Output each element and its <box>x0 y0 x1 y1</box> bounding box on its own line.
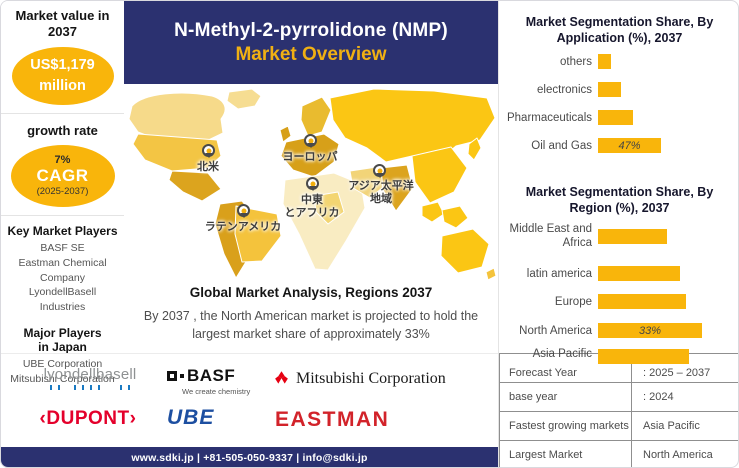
contact-footer: www.sdki.jp | +81-505-050-9337 | info@sd… <box>1 447 498 467</box>
charts-panel: Market Segmentation Share, By Applicatio… <box>498 1 738 467</box>
bar-label: Pharmaceuticals <box>506 112 592 124</box>
bar-north-america: 33% <box>598 323 702 338</box>
basf-tagline: We create chemistry <box>182 387 251 396</box>
world-map-panel: 北米 ヨーロッパ 中東 とアフリカ アジア太平洋 地域 ラテンアメリカ <box>124 84 498 284</box>
application-chart-title: Market Segmentation Share, By Applicatio… <box>525 15 714 46</box>
global-analysis-section: Global Market Analysis, Regions 2037 By … <box>124 285 498 343</box>
location-pin-icon <box>304 134 317 147</box>
contact-info[interactable]: www.sdki.jp | +81-505-050-9337 | info@sd… <box>131 451 368 464</box>
basf-square-icon <box>167 371 177 381</box>
market-value-amount: US$1,179 <box>30 57 95 74</box>
region-label-mea: 中東 とアフリカ <box>284 194 340 219</box>
bar-middle-east-africa <box>598 229 667 244</box>
company-logos-section: lyondellbasell BASF We create chemistry <box>1 353 498 448</box>
key-players-heading: Key Market Players <box>7 223 118 238</box>
bar-label: North America <box>519 325 592 337</box>
eastman-logo: EASTMAN <box>275 408 390 431</box>
analysis-description: By 2037 , the North American market is p… <box>143 309 479 342</box>
region-chart-title: Market Segmentation Share, By Region (%)… <box>525 185 714 216</box>
ube-logo: UBE <box>167 406 215 429</box>
region-label-europe: ヨーロッパ <box>282 151 338 163</box>
analysis-caption: Global Market Analysis, Regions 2037 <box>189 285 433 300</box>
cagr-badge: 7% CAGR (2025-2037) <box>10 144 115 207</box>
market-value-badge: US$1,179 million <box>11 46 114 105</box>
cagr-percent: 7% <box>54 154 71 167</box>
bar-latin-america <box>598 266 680 281</box>
facts-row-label: Fastest growing markets <box>500 412 632 440</box>
japan-player-item: Mitsubishi Corporation <box>10 373 115 386</box>
bar-others <box>598 54 611 69</box>
divider <box>1 112 124 114</box>
japan-players-heading: Major Players in Japan <box>23 325 102 354</box>
bar-label: Asia Pacific <box>532 348 592 360</box>
facts-row-value: North America <box>643 448 713 461</box>
dupont-logo: ‹DUPONT› <box>39 408 137 429</box>
title-band: N-Methyl-2-pyrrolidone (NMP) Market Over… <box>124 1 498 84</box>
facts-row-label: Largest Market <box>500 441 632 467</box>
bar-oil-and-gas: 47% <box>598 138 661 153</box>
location-pin-icon <box>373 164 386 177</box>
facts-row-value: Asia Pacific <box>643 420 700 432</box>
location-pin-icon <box>306 177 319 190</box>
basf-dot-icon <box>180 374 184 378</box>
facts-row-label: Forecast Year <box>500 354 632 382</box>
location-pin-icon <box>202 144 215 157</box>
lyondellbasell-logo-icon <box>31 385 149 390</box>
world-map <box>128 88 497 281</box>
sidebar-key-facts: Market value in 2037 US$1,179 million gr… <box>1 1 124 385</box>
mitsubishi-logo: Mitsubishi Corporation <box>273 370 446 388</box>
divider <box>1 214 124 216</box>
lyondellbasell-logo: lyondellbasell <box>31 366 149 390</box>
facts-row-label: base year <box>500 383 632 411</box>
bar-label: Europe <box>554 296 592 308</box>
bar-label: Oil and Gas <box>531 140 592 152</box>
cagr-period: (2025-2037) <box>36 186 89 198</box>
key-player-item: BASF SE <box>40 242 85 255</box>
key-player-item: Eastman Chemical Company <box>18 256 107 284</box>
basf-logo: BASF We create chemistry <box>167 366 250 396</box>
japan-player-item: UBE Corporation <box>22 358 103 371</box>
region-label-asia-pacific: アジア太平洋 地域 <box>348 180 414 205</box>
bar-pharmaceuticals <box>598 110 633 125</box>
bar-value-label: 47% <box>618 139 641 152</box>
bar-value-label: 33% <box>638 324 662 337</box>
mitsubishi-diamonds-icon <box>275 371 288 384</box>
bar-label: electronics <box>537 84 592 96</box>
market-value-unit: million <box>39 77 86 94</box>
market-value-heading: Market value in 2037 <box>15 8 110 40</box>
facts-row-value: : 2025 – 2037 <box>643 367 711 379</box>
region-label-latin-america: ラテンアメリカ <box>204 221 282 233</box>
location-pin-icon <box>237 204 250 217</box>
lyondellbasell-logo-text: lyondellbasell <box>43 366 137 383</box>
key-player-item: LyondellBasell Industries <box>28 286 97 313</box>
bar-asia-pacific <box>598 349 689 364</box>
bar-europe <box>598 294 686 309</box>
bar-label: others <box>560 56 592 68</box>
facts-row-value: : 2024 <box>643 391 674 403</box>
page-subtitle: Market Overview <box>235 43 387 65</box>
basf-logo-text: BASF <box>187 366 236 385</box>
facts-table: Forecast Year : 2025 – 2037 base year : … <box>499 353 738 467</box>
cagr-label: CAGR <box>36 166 89 186</box>
bar-electronics <box>598 82 621 97</box>
mitsubishi-logo-text: Mitsubishi Corporation <box>296 370 446 387</box>
region-label-north-america: 北米 <box>197 161 219 173</box>
page-title: N-Methyl-2-pyrrolidone (NMP) <box>174 19 448 41</box>
growth-rate-heading: growth rate <box>27 122 98 138</box>
bar-label: Middle East and Africa <box>509 223 592 249</box>
bar-label: latin america <box>526 268 592 280</box>
